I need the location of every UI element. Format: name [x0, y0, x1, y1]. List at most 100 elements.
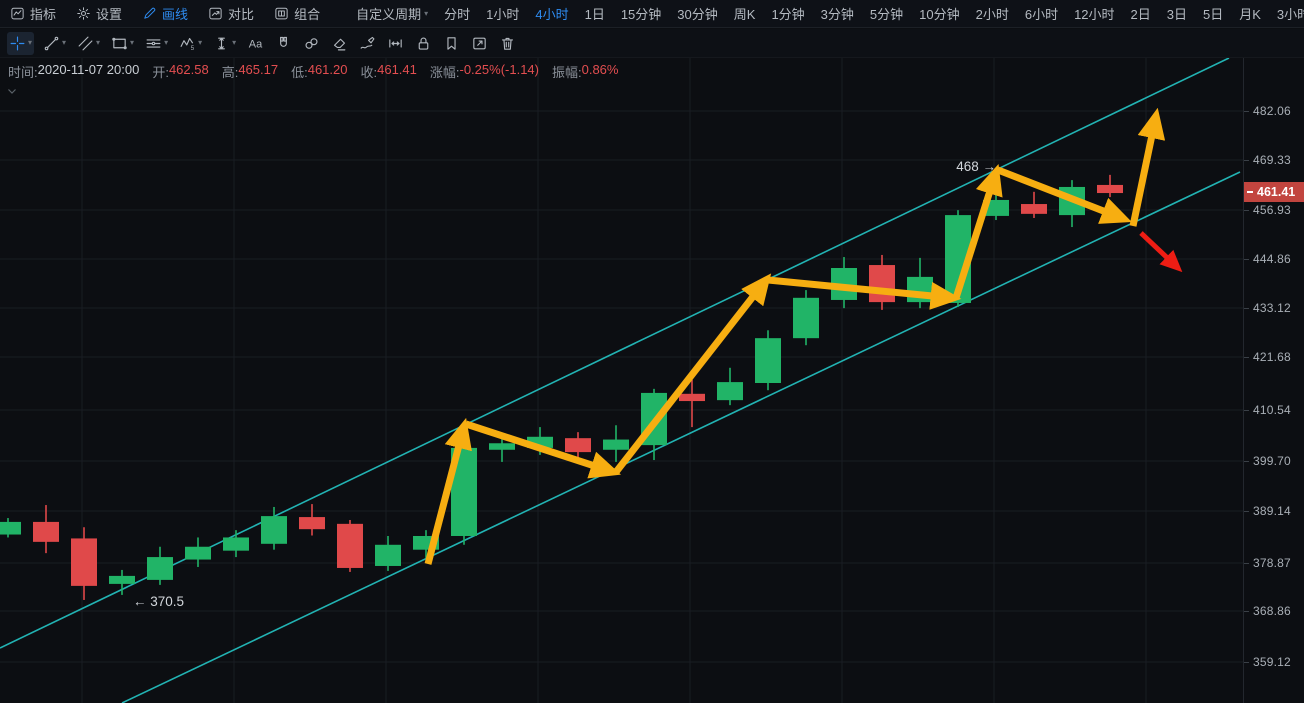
- continuous-drawing-tool[interactable]: [301, 32, 322, 55]
- timeframe-1-hour-label: 1小时: [486, 7, 520, 22]
- freehand-tool[interactable]: [357, 32, 378, 55]
- axis-price-label: 378.87: [1253, 556, 1291, 570]
- price-range-tool[interactable]: ▾: [211, 32, 238, 55]
- caret-down-icon: ▾: [232, 38, 237, 47]
- timeframe-15-min[interactable]: 15分钟: [621, 4, 661, 23]
- screenshot-tool[interactable]: [469, 32, 490, 55]
- price-axis[interactable]: 482.06 469.33 456.93 444.86 433.12 421.68 410.…: [1243, 58, 1304, 703]
- axis-price-label: 368.86: [1253, 604, 1291, 618]
- axis-tick: [1244, 662, 1249, 663]
- timeframe-1-min[interactable]: 1分钟: [771, 4, 804, 23]
- delete-tool[interactable]: [497, 32, 518, 55]
- timeframe-3-min[interactable]: 3分钟: [821, 4, 854, 23]
- candle: [71, 527, 97, 600]
- candle: [831, 257, 857, 309]
- axis-price-label: 456.93: [1253, 203, 1291, 217]
- forecast-down-arrow[interactable]: [1139, 231, 1183, 273]
- timeframe-3-day[interactable]: 3日: [1167, 4, 1187, 23]
- axis-tick: [1244, 461, 1249, 462]
- timeframe-12-hour-label: 12小时: [1074, 7, 1115, 22]
- timeframe-month-k[interactable]: 月K: [1239, 4, 1261, 23]
- rectangle-tool[interactable]: ▾: [109, 32, 136, 55]
- timeframe-1-hour[interactable]: 1小时: [486, 4, 519, 23]
- bookmark-tool-icon: [447, 36, 456, 50]
- wave-tool[interactable]: 5 ▾: [177, 32, 204, 55]
- trend-line-tool[interactable]: ▾: [41, 32, 68, 55]
- draw-pencil-icon: [144, 7, 156, 19]
- caret-down-icon: ▾: [62, 38, 67, 47]
- price-annotation-label: ← 370.5: [133, 594, 184, 609]
- low-readout: 低: 461.20: [291, 62, 347, 81]
- bookmark-tool[interactable]: [441, 32, 462, 55]
- compare-menu-label: 对比: [228, 7, 255, 22]
- price-range-tool-icon: [218, 37, 225, 49]
- measure-tool[interactable]: [385, 32, 406, 55]
- timeframe-2-hour[interactable]: 2小时: [976, 4, 1009, 23]
- caret-down-icon: ▾: [198, 38, 203, 47]
- timeframe-5-day-label: 5日: [1203, 7, 1224, 22]
- continuous-drawing-tool-icon: [305, 37, 318, 49]
- timeframe-2-day[interactable]: 2日: [1131, 4, 1151, 23]
- axis-tick: [1244, 410, 1249, 411]
- open-label: 开:: [152, 65, 169, 80]
- timeframe-30-min-label: 30分钟: [677, 7, 718, 22]
- chart-area[interactable]: ← 370.5 468 → 时间: 2020-11-07 20:00 开: 462.5…: [0, 58, 1244, 703]
- timeframe-minute-line[interactable]: 分时: [444, 4, 470, 23]
- axis-price-label: 421.68: [1253, 350, 1291, 364]
- settings-menu[interactable]: 设置: [76, 4, 122, 23]
- screenshot-tool-icon: [473, 37, 486, 49]
- collapse-chevron-icon[interactable]: [6, 84, 18, 102]
- candle: [1097, 174, 1123, 198]
- parallel-lines-tool[interactable]: ▾: [75, 32, 102, 55]
- portfolio-menu[interactable]: 组合: [274, 4, 320, 23]
- caret-down-icon: ▾: [130, 38, 135, 47]
- text-tool[interactable]: Aa: [245, 32, 266, 55]
- timeframe-4-hour[interactable]: 4小时: [535, 4, 568, 23]
- magnet-tool[interactable]: [273, 32, 294, 55]
- draw-lines-menu[interactable]: 画线: [142, 4, 188, 23]
- axis-tick: [1244, 160, 1249, 161]
- timeframe-1-day-label: 1日: [584, 7, 605, 22]
- timeframe-10-min-label: 10分钟: [919, 7, 960, 22]
- price-annotations[interactable]: ← 370.5 468 →: [133, 159, 996, 609]
- timeframe-3-hour[interactable]: 3小时: [1277, 4, 1304, 23]
- rectangle-tool-icon: [112, 37, 127, 49]
- indicators-menu[interactable]: 指标: [10, 4, 56, 23]
- measure-tool-icon: [389, 38, 402, 48]
- axis-price-label: 399.70: [1253, 454, 1291, 468]
- candle: [755, 330, 781, 391]
- timeframe-5-day[interactable]: 5日: [1203, 4, 1223, 23]
- timeframe-5-min[interactable]: 5分钟: [870, 4, 903, 23]
- candle: [869, 254, 895, 310]
- timeframe-group: 自定义周期 ▾ 分时 1小时 4小时 1日 15分钟 30分钟 周K 1分钟 3分钟 5分钟 10分钟 2…: [356, 4, 1304, 23]
- grid-lines: [0, 58, 1244, 703]
- timeframe-custom-period[interactable]: 自定义周期 ▾: [356, 4, 428, 23]
- timeframe-10-min[interactable]: 10分钟: [919, 4, 959, 23]
- top-toolbar: 指标 设置 画线 对比 组合 自定义周期 ▾ 分时 1小时 4小时 1日 15分钟 30分钟 周K 1分钟…: [0, 0, 1304, 28]
- timeframe-12-hour[interactable]: 12小时: [1074, 4, 1114, 23]
- freehand-tool-icon: [360, 36, 375, 49]
- timeframe-1-day[interactable]: 1日: [585, 4, 605, 23]
- trend-arrows[interactable]: [424, 107, 1166, 565]
- price-tag-dash: [1247, 191, 1253, 193]
- axis-price-label: 410.54: [1253, 403, 1291, 417]
- eraser-tool[interactable]: [329, 32, 350, 55]
- candle: [299, 504, 325, 536]
- crosshair-tool[interactable]: ▾: [7, 31, 35, 55]
- horizontal-lines-tool[interactable]: ▾: [143, 32, 170, 55]
- compare-menu[interactable]: 对比: [208, 4, 254, 23]
- candle: [565, 432, 591, 459]
- trend-channel-lines[interactable]: [0, 58, 1241, 703]
- timeframe-week-k[interactable]: 周K: [734, 4, 756, 23]
- menu-group: 指标 设置 画线 对比 组合: [10, 4, 340, 23]
- timeframe-30-min[interactable]: 30分钟: [677, 4, 717, 23]
- lock-tool-icon: [418, 36, 429, 50]
- axis-tick: [1244, 308, 1249, 309]
- compare-icon: [209, 7, 222, 20]
- trend-line-tool-icon: [44, 36, 59, 50]
- candle: [337, 519, 363, 572]
- timeframe-6-hour[interactable]: 6小时: [1025, 4, 1058, 23]
- candlestick-chart[interactable]: ← 370.5 468 →: [0, 58, 1244, 703]
- lock-tool[interactable]: [413, 32, 434, 55]
- timeframe-6-hour-label: 6小时: [1024, 7, 1059, 22]
